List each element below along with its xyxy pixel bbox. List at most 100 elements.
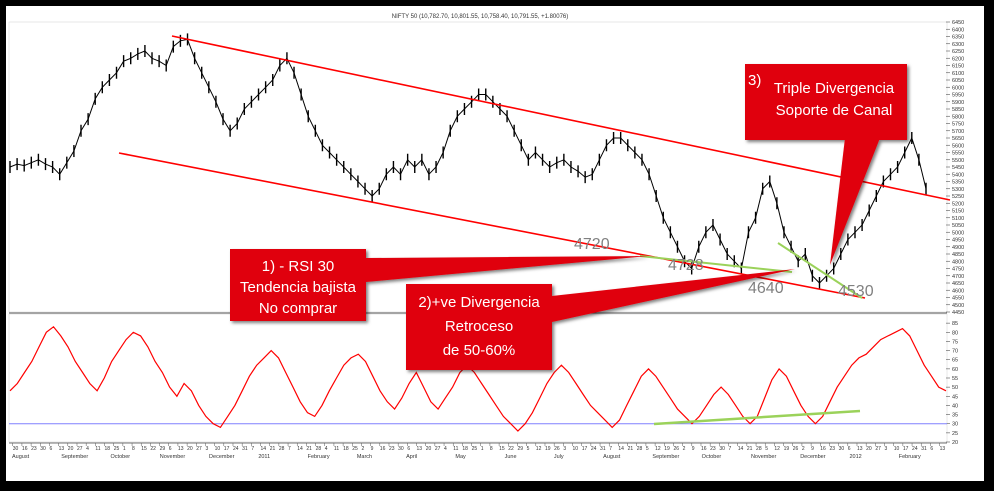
x-axis: 30 16 23 30 6 13 20 27 4 11 18 25 1 8 15 22 29 6 13 20 27 3 10… <box>9 442 947 460</box>
x-day-label: 27 <box>875 446 881 452</box>
x-day-label: 8 <box>490 446 493 452</box>
x-day-label: 8 <box>132 446 135 452</box>
callout-2-line-3: de 50-60% <box>443 342 516 359</box>
x-month-label: 2012 <box>849 454 861 460</box>
x-day-label: 17 <box>582 446 588 452</box>
x-day-label: 16 <box>701 446 707 452</box>
x-day-label: 2 <box>361 446 364 452</box>
rsi-tick-label: 65 <box>952 358 958 364</box>
x-day-label: 16 <box>22 446 28 452</box>
price-divergence-line-1 <box>639 255 793 273</box>
x-day-label: 11 <box>95 446 100 452</box>
x-day-label: 17 <box>903 446 909 452</box>
rsi-tick-label: 50 <box>952 385 958 391</box>
x-day-label: 6 <box>848 446 851 452</box>
x-day-label: 7 <box>609 446 612 452</box>
x-day-label: 2 <box>802 446 805 452</box>
price-tick-label: 4700 <box>952 274 964 280</box>
x-day-label: 23 <box>829 446 835 452</box>
x-day-label: 28 <box>279 446 285 452</box>
x-day-label: 13 <box>417 446 423 452</box>
price-tick-label: 5100 <box>952 216 964 222</box>
price-tick-label: 4750 <box>952 267 964 273</box>
x-day-label: 15 <box>141 446 147 452</box>
x-day-label: 6 <box>930 446 933 452</box>
callout-2 <box>406 269 795 370</box>
x-day-label: 29 <box>517 446 523 452</box>
rsi-line <box>9 325 947 432</box>
price-tick-label: 5800 <box>952 114 964 120</box>
x-day-label: 6 <box>49 446 52 452</box>
price-tick-label: 6450 <box>952 20 964 26</box>
callout-3-line-1: Triple Divergencia <box>774 80 895 97</box>
price-tick-label: 4950 <box>952 238 964 244</box>
price-tick-label: 5200 <box>952 201 964 207</box>
x-day-label: 3 <box>563 446 566 452</box>
x-day-label: 31 <box>921 446 927 452</box>
callout-3 <box>745 64 907 265</box>
price-tick-label: 5550 <box>952 151 964 157</box>
x-day-label: 28 <box>316 446 322 452</box>
callout-2-box <box>406 284 552 370</box>
price-tick-label: 6200 <box>952 56 964 62</box>
x-day-label: 21 <box>306 446 312 452</box>
x-day-label: 11 <box>334 446 339 452</box>
price-tick-label: 5950 <box>952 93 964 99</box>
price-tick-label: 5700 <box>952 129 964 135</box>
x-day-label: 21 <box>628 446 634 452</box>
x-day-label: 20 <box>866 446 872 452</box>
rsi-tick-label: 70 <box>952 349 958 355</box>
x-day-label: 12 <box>655 446 661 452</box>
x-day-label: 10 <box>573 446 579 452</box>
x-day-label: 27 <box>196 446 202 452</box>
x-day-label: 3 <box>205 446 208 452</box>
price-tick-label: 5650 <box>952 136 964 142</box>
x-day-label: 13 <box>940 446 946 452</box>
x-day-label: 24 <box>591 446 597 452</box>
price-label-4720: 4720 <box>574 236 610 253</box>
x-day-label: 16 <box>820 446 826 452</box>
x-day-label: 30 <box>13 446 19 452</box>
x-day-label: 22 <box>508 446 514 452</box>
x-day-label: 9 <box>811 446 814 452</box>
x-day-label: 27 <box>77 446 83 452</box>
x-day-label: 19 <box>784 446 790 452</box>
x-day-label: 24 <box>912 446 918 452</box>
callout-3-line-2: Soporte de Canal <box>776 102 893 119</box>
x-day-label: 31 <box>600 446 606 452</box>
x-day-label: 21 <box>270 446 276 452</box>
price-tick-label: 5300 <box>952 187 964 193</box>
x-month-label: December <box>209 454 235 460</box>
x-day-label: 20 <box>187 446 193 452</box>
x-month-label: October <box>702 454 722 460</box>
x-day-label: 28 <box>756 446 762 452</box>
callout-2-line-2: Retroceso <box>445 318 513 335</box>
x-month-label: June <box>505 454 517 460</box>
x-day-label: 11 <box>453 446 458 452</box>
x-day-label: 20 <box>426 446 432 452</box>
rsi-y-axis: 85 80 75 70 65 60 55 50 45 40 35 30 25 20 <box>946 321 958 446</box>
x-day-label: 26 <box>673 446 679 452</box>
price-tick-label: 5250 <box>952 194 964 200</box>
x-day-label: 6 <box>407 446 410 452</box>
x-day-label: 25 <box>472 446 478 452</box>
channel-lower-line <box>118 152 866 299</box>
x-day-label: 9 <box>371 446 374 452</box>
price-label-4728: 4728 <box>668 257 704 274</box>
x-day-label: 23 <box>31 446 37 452</box>
x-day-label: 30 <box>40 446 46 452</box>
x-day-label: 3 <box>885 446 888 452</box>
x-month-label: September <box>61 454 88 460</box>
x-month-label: 2011 <box>258 454 270 460</box>
rsi-tick-label: 80 <box>952 330 958 336</box>
x-day-label: 10 <box>894 446 900 452</box>
rsi-tick-label: 35 <box>952 413 958 419</box>
x-day-label: 26 <box>793 446 799 452</box>
price-tick-label: 5400 <box>952 172 964 178</box>
price-series <box>9 33 927 289</box>
price-tick-label: 6050 <box>952 78 964 84</box>
price-tick-label: 5600 <box>952 143 964 149</box>
price-label-4640: 4640 <box>748 280 784 297</box>
